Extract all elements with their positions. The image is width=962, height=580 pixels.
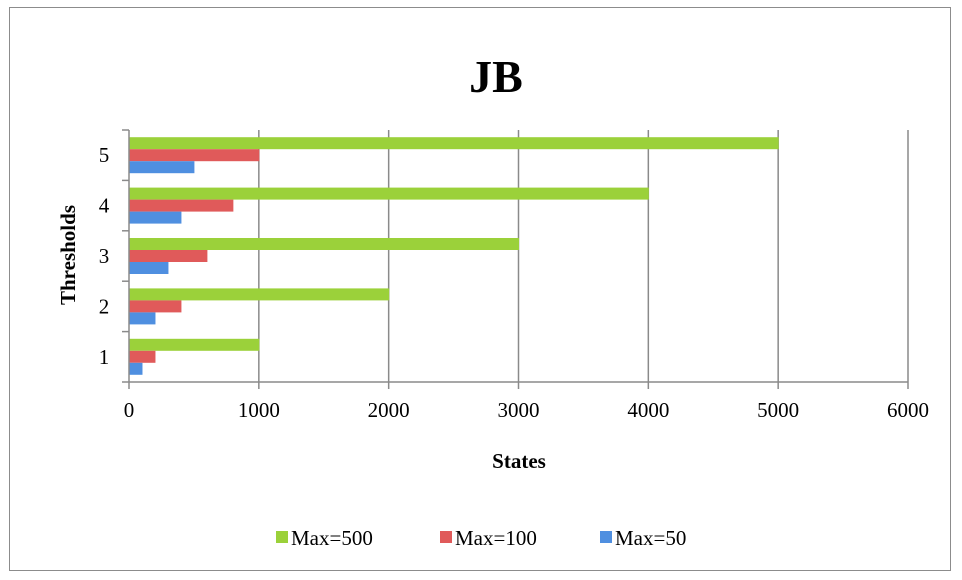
- y-tick-label: 2: [99, 294, 110, 318]
- y-tick-label: 1: [99, 345, 110, 369]
- bars: [128, 137, 779, 375]
- legend: Max=500 Max=100 Max=50: [276, 526, 686, 550]
- chart-title: JB: [469, 51, 523, 102]
- bar-max-50-5: [128, 161, 195, 174]
- x-axis-title: States: [492, 449, 546, 473]
- legend-label: Max=50: [615, 526, 686, 550]
- bar-max-100-3: [128, 250, 208, 262]
- legend-swatch: [440, 531, 452, 543]
- legend-swatch: [276, 531, 288, 543]
- bar-max-500-1: [128, 338, 260, 351]
- bar-max-50-4: [128, 211, 182, 224]
- bar-max-100-1: [128, 350, 156, 363]
- x-tick-label: 2000: [368, 398, 410, 422]
- bar-max-100-4: [128, 199, 234, 212]
- bar-max-500-5: [128, 137, 779, 150]
- y-tick-label: 5: [99, 143, 110, 167]
- bar-max-50-2: [128, 312, 156, 325]
- bar-max-100-2: [128, 300, 182, 313]
- y-axis-title: Thresholds: [56, 205, 80, 305]
- bar-max-100-5: [128, 149, 260, 162]
- bar-max-50-1: [128, 362, 143, 375]
- y-tick-labels: 1 2 3 4 5: [99, 143, 110, 369]
- y-tick-label: 4: [99, 194, 110, 218]
- x-tick-label: 6000: [887, 398, 929, 422]
- bar-max-500-3: [128, 238, 519, 250]
- y-tick-label: 3: [99, 244, 110, 268]
- x-tick-label: 3000: [498, 398, 540, 422]
- axes: [122, 129, 909, 389]
- x-tick-label: 5000: [757, 398, 799, 422]
- x-tick-label: 1000: [238, 398, 280, 422]
- legend-label: Max=100: [455, 526, 537, 550]
- x-tick-labels: 0 1000 2000 3000 4000 5000 6000: [124, 398, 929, 422]
- x-tick-label: 4000: [627, 398, 669, 422]
- legend-label: Max=500: [291, 526, 373, 550]
- bar-max-50-3: [128, 262, 169, 274]
- gridlines: [258, 130, 909, 382]
- bar-max-500-4: [128, 187, 649, 200]
- legend-swatch: [600, 531, 612, 543]
- x-tick-label: 0: [124, 398, 135, 422]
- bar-max-500-2: [128, 288, 390, 301]
